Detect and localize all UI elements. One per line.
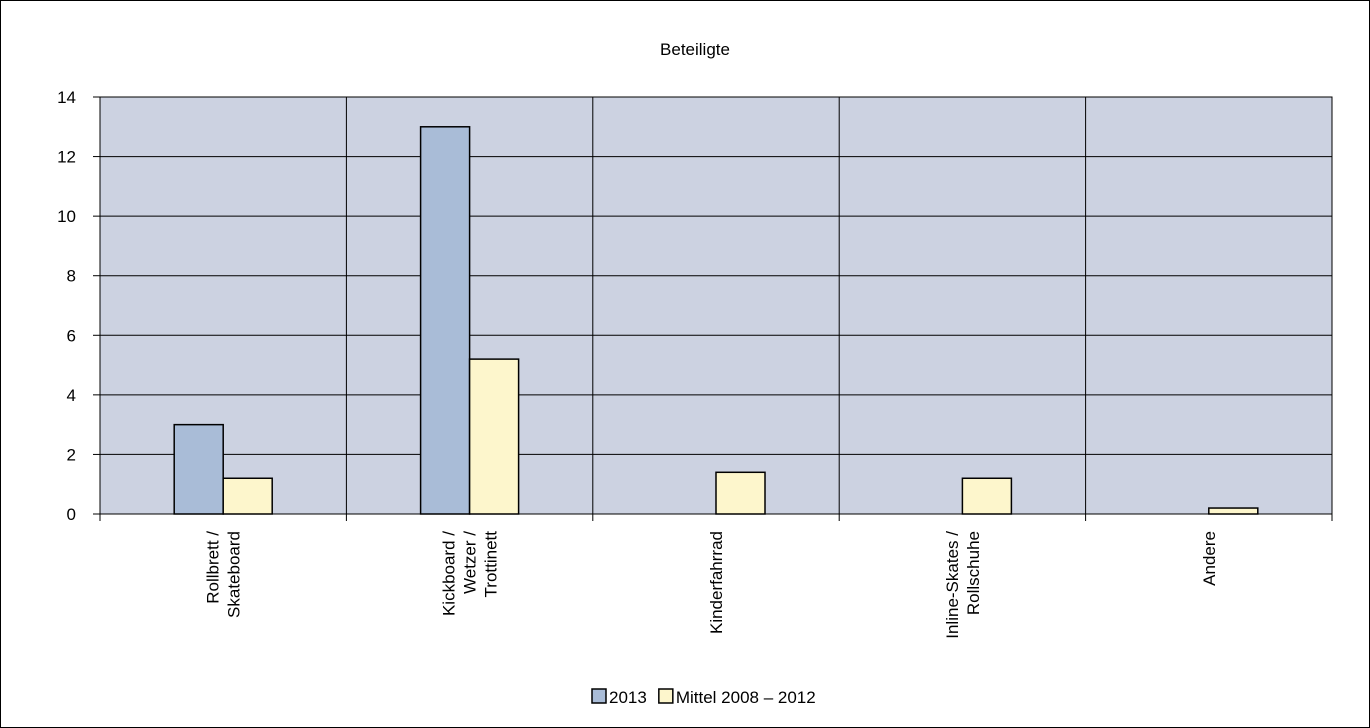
plot-background xyxy=(99,96,1333,515)
bar-series-mittel xyxy=(1208,507,1259,515)
x-category-label: Andere xyxy=(1200,531,1219,586)
x-category-label: Rollschuhe xyxy=(964,531,983,615)
x-category-label: Wetzer / xyxy=(461,531,480,594)
y-tick-label: 6 xyxy=(67,326,76,345)
y-axis: 0 2 4 6 8 10 12 14 xyxy=(57,88,101,524)
bar-series-2013 xyxy=(173,423,224,515)
legend-label: 2013 xyxy=(609,688,647,707)
y-tick-label: 4 xyxy=(67,386,76,405)
x-category-label: Rollbrett / xyxy=(204,531,223,604)
bar-series-mittel xyxy=(715,471,766,515)
y-tick-label: 12 xyxy=(57,148,76,167)
bar-series-mittel xyxy=(468,358,520,515)
y-tick-label: 2 xyxy=(67,445,76,464)
legend-label: Mittel 2008 – 2012 xyxy=(676,688,816,707)
x-category-label: Skateboard xyxy=(225,531,244,618)
legend-swatch xyxy=(591,688,607,704)
x-category-label: Trottinett xyxy=(482,531,501,598)
bar-series-2013 xyxy=(419,126,471,515)
x-category-label: Kickboard / xyxy=(440,531,459,616)
x-category-label: Inline-Skates / xyxy=(943,531,962,639)
y-tick-label: 10 xyxy=(57,207,76,226)
plot-area xyxy=(99,96,1333,515)
bars xyxy=(173,126,1259,515)
x-axis: Rollbrett / Skateboard Kickboard / Wetzer /… xyxy=(99,513,1333,639)
chart-title: Beteiligte xyxy=(660,40,730,59)
legend: 2013 Mittel 2008 – 2012 xyxy=(591,688,816,707)
y-tick-label: 14 xyxy=(57,88,76,107)
y-tick-label: 0 xyxy=(67,505,76,524)
bar-series-mittel xyxy=(961,477,1013,515)
legend-swatch xyxy=(658,688,674,704)
x-category-label: Kinderfahrrad xyxy=(707,531,726,634)
y-tick-label: 8 xyxy=(67,267,76,286)
bar-series-mittel xyxy=(222,477,273,515)
